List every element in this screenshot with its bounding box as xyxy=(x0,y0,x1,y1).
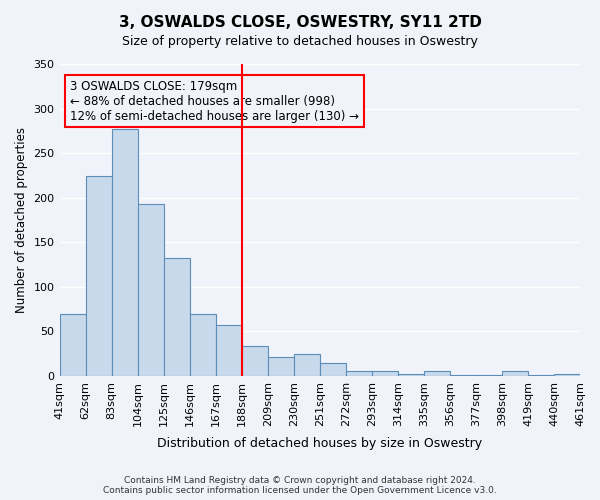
Bar xyxy=(320,364,346,376)
Bar xyxy=(554,374,580,376)
Bar xyxy=(59,314,86,376)
X-axis label: Distribution of detached houses by size in Oswestry: Distribution of detached houses by size … xyxy=(157,437,482,450)
Bar xyxy=(190,314,215,376)
Y-axis label: Number of detached properties: Number of detached properties xyxy=(15,127,28,313)
Bar xyxy=(215,325,242,376)
Text: 3, OSWALDS CLOSE, OSWESTRY, SY11 2TD: 3, OSWALDS CLOSE, OSWESTRY, SY11 2TD xyxy=(119,15,481,30)
Text: 3 OSWALDS CLOSE: 179sqm
← 88% of detached houses are smaller (998)
12% of semi-d: 3 OSWALDS CLOSE: 179sqm ← 88% of detache… xyxy=(70,80,359,122)
Bar xyxy=(372,370,398,376)
Bar xyxy=(112,129,137,376)
Bar xyxy=(502,370,528,376)
Bar xyxy=(424,372,450,376)
Bar xyxy=(476,375,502,376)
Bar xyxy=(346,372,372,376)
Bar xyxy=(528,375,554,376)
Text: Contains HM Land Registry data © Crown copyright and database right 2024.
Contai: Contains HM Land Registry data © Crown c… xyxy=(103,476,497,495)
Bar xyxy=(164,258,190,376)
Bar xyxy=(137,204,164,376)
Bar xyxy=(294,354,320,376)
Bar xyxy=(242,346,268,376)
Bar xyxy=(268,357,294,376)
Bar xyxy=(450,375,476,376)
Bar xyxy=(398,374,424,376)
Bar xyxy=(86,176,112,376)
Text: Size of property relative to detached houses in Oswestry: Size of property relative to detached ho… xyxy=(122,35,478,48)
